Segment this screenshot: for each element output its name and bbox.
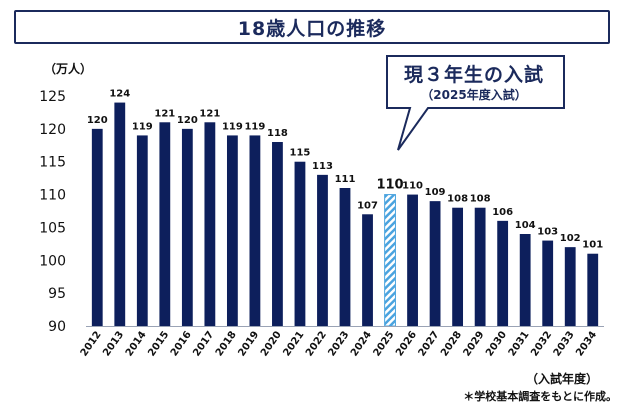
bar-2030: [497, 220, 509, 326]
value-label-2030: 106: [492, 207, 513, 218]
bar-2027: [429, 201, 441, 326]
x-tick-label-2033: 2033: [552, 329, 577, 358]
y-tick-label: 110: [39, 188, 66, 204]
x-tick-label-2020: 2020: [259, 329, 284, 358]
x-axis-label: （入試年度）: [526, 371, 598, 386]
bar-2017: [204, 122, 216, 327]
bar-2033: [564, 247, 576, 326]
value-label-2015: 121: [154, 108, 175, 119]
value-label-2027: 109: [425, 187, 446, 198]
value-label-2017: 121: [199, 108, 220, 119]
x-tick-label-2022: 2022: [304, 329, 329, 358]
y-tick-label: 100: [39, 253, 66, 269]
y-tick-label: 105: [39, 220, 66, 236]
x-tick-label-2034: 2034: [574, 329, 599, 358]
bar-2028: [452, 207, 464, 326]
value-label-2022: 113: [312, 161, 333, 172]
bar-2016: [181, 128, 193, 326]
value-label-2012: 120: [87, 115, 108, 126]
x-tick-label-2024: 2024: [349, 329, 374, 358]
x-tick-label-2015: 2015: [146, 329, 171, 358]
bar-2021: [294, 161, 306, 326]
x-tick-label-2013: 2013: [101, 329, 126, 358]
x-tick-label-2031: 2031: [507, 329, 532, 358]
callout-subheading: （2025年度入試）: [421, 88, 527, 102]
x-tick-label-2016: 2016: [169, 329, 194, 358]
value-label-2029: 108: [470, 194, 491, 205]
bar-2014: [136, 135, 148, 326]
y-tick-label: 120: [39, 122, 66, 138]
bar-2034: [587, 253, 599, 326]
x-tick-label-2026: 2026: [394, 329, 419, 358]
value-label-2023: 111: [335, 174, 356, 185]
bar-2025: [384, 194, 396, 327]
x-tick-label-2019: 2019: [236, 329, 261, 358]
value-label-2019: 119: [244, 121, 265, 132]
bar-2018: [226, 135, 238, 326]
bar-2019: [249, 135, 261, 326]
y-tick-label: 95: [48, 286, 66, 302]
bar-2012: [91, 128, 103, 326]
value-label-2024: 107: [357, 200, 378, 211]
x-axis: 2012201320142015201620172018201920202021…: [79, 326, 604, 359]
value-label-2018: 119: [222, 121, 243, 132]
value-label-2032: 103: [537, 227, 558, 238]
value-label-2014: 119: [132, 121, 153, 132]
x-tick-label-2021: 2021: [281, 329, 306, 358]
x-tick-label-2027: 2027: [417, 329, 442, 358]
source-note: ＊学校基本調査をもとに作成。: [463, 390, 617, 403]
x-tick-label-2023: 2023: [326, 329, 351, 358]
bar-2026: [407, 194, 418, 326]
value-label-2020: 118: [267, 128, 288, 139]
y-tick-label: 115: [39, 155, 66, 171]
y-tick-label: 90: [48, 319, 66, 335]
value-label-2013: 124: [109, 89, 130, 100]
bar-2013: [114, 102, 126, 326]
x-tick-label-2018: 2018: [214, 329, 239, 358]
bars: [91, 102, 599, 327]
value-label-2028: 108: [447, 194, 468, 205]
bar-2032: [542, 240, 554, 326]
callout-heading: 現３年生の入試: [403, 64, 544, 86]
bar-2024: [362, 214, 373, 326]
value-label-2016: 120: [177, 115, 198, 126]
value-label-2031: 104: [515, 220, 536, 231]
x-tick-label-2030: 2030: [484, 329, 509, 358]
chart-title: 18歳人口の推移: [237, 17, 387, 40]
bar-2015: [159, 122, 171, 327]
chart-title-box: 18歳人口の推移: [14, 10, 610, 44]
bar-2020: [272, 142, 283, 326]
x-tick-label-2028: 2028: [439, 329, 464, 358]
value-label-2021: 115: [290, 148, 311, 159]
bar-2023: [339, 188, 351, 326]
bar-2029: [474, 207, 486, 326]
y-axis-label: （万人）: [44, 61, 92, 76]
x-tick-label-2029: 2029: [462, 329, 487, 358]
x-tick-label-2025: 2025: [372, 329, 397, 358]
bar-2031: [519, 234, 531, 326]
value-label-2025: 110: [376, 178, 403, 193]
bar-2022: [317, 174, 328, 326]
x-tick-label-2014: 2014: [124, 329, 149, 358]
value-label-2034: 101: [582, 240, 603, 251]
y-axis: 90 95 100 105 110 115 120 125: [39, 89, 66, 335]
x-tick-label-2032: 2032: [529, 329, 554, 358]
value-label-2033: 102: [560, 233, 581, 244]
y-tick-label: 125: [39, 89, 66, 105]
x-tick-label-2017: 2017: [191, 329, 216, 358]
value-label-2026: 110: [402, 181, 423, 192]
x-tick-label-2012: 2012: [79, 329, 104, 358]
